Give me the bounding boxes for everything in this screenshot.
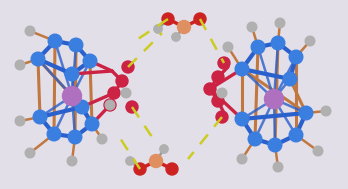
Circle shape <box>216 111 228 123</box>
Circle shape <box>97 134 107 144</box>
Circle shape <box>126 157 134 165</box>
Circle shape <box>75 100 89 114</box>
Circle shape <box>273 162 283 172</box>
Circle shape <box>217 88 227 98</box>
Circle shape <box>121 88 131 98</box>
Circle shape <box>15 60 25 70</box>
Circle shape <box>212 71 224 83</box>
Circle shape <box>65 67 79 81</box>
Circle shape <box>289 128 303 142</box>
Circle shape <box>299 106 313 120</box>
Circle shape <box>126 101 138 113</box>
Circle shape <box>31 52 45 66</box>
Circle shape <box>150 154 163 167</box>
Circle shape <box>48 34 62 48</box>
Circle shape <box>275 18 285 28</box>
Circle shape <box>289 50 303 64</box>
Circle shape <box>313 146 323 156</box>
Circle shape <box>104 99 116 111</box>
Circle shape <box>162 13 174 25</box>
Circle shape <box>235 112 249 126</box>
Circle shape <box>247 22 257 32</box>
Circle shape <box>83 54 97 68</box>
Circle shape <box>172 33 180 41</box>
Circle shape <box>305 36 315 46</box>
Circle shape <box>15 116 25 126</box>
Circle shape <box>85 117 99 131</box>
Circle shape <box>33 110 47 124</box>
Circle shape <box>237 154 247 164</box>
Circle shape <box>69 38 83 52</box>
Circle shape <box>283 72 297 86</box>
Circle shape <box>271 36 285 50</box>
Circle shape <box>223 42 233 52</box>
Circle shape <box>248 132 262 146</box>
Circle shape <box>116 75 128 87</box>
Circle shape <box>212 95 224 107</box>
Circle shape <box>264 90 284 108</box>
Circle shape <box>25 26 35 36</box>
Circle shape <box>321 106 331 116</box>
Circle shape <box>134 163 146 175</box>
Circle shape <box>235 62 249 76</box>
Circle shape <box>177 20 190 33</box>
Circle shape <box>122 61 134 73</box>
Circle shape <box>63 87 81 105</box>
Circle shape <box>166 163 178 175</box>
Circle shape <box>204 83 216 95</box>
Circle shape <box>268 138 282 152</box>
Circle shape <box>105 100 115 110</box>
Circle shape <box>67 156 77 166</box>
Circle shape <box>68 130 82 144</box>
Circle shape <box>154 25 162 33</box>
Circle shape <box>194 13 206 25</box>
Circle shape <box>251 40 265 54</box>
Circle shape <box>25 148 35 158</box>
Circle shape <box>218 57 230 69</box>
Circle shape <box>47 127 61 141</box>
Circle shape <box>160 145 168 153</box>
Circle shape <box>108 87 120 99</box>
